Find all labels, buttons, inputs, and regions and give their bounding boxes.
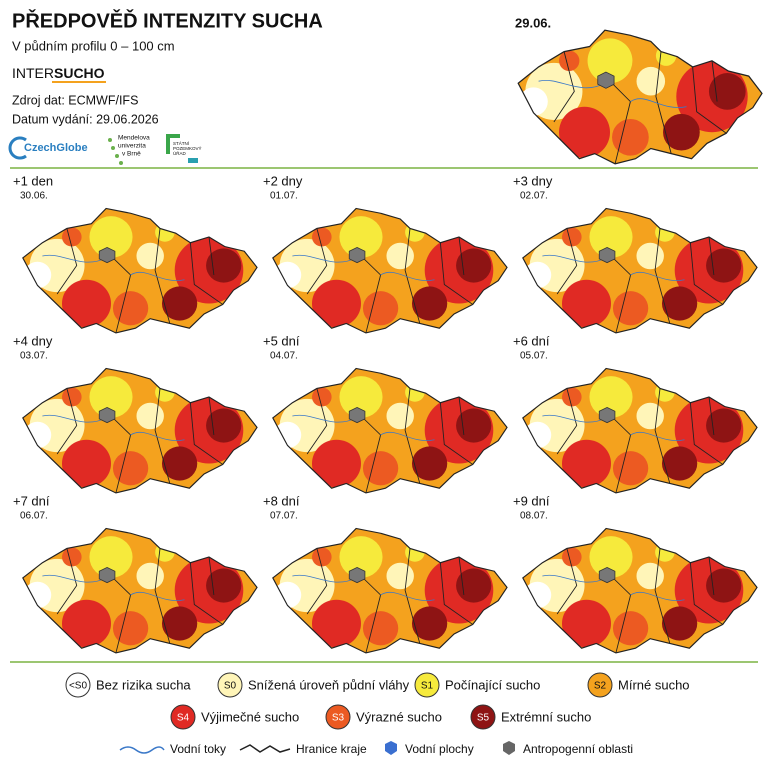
czechglobe-icon <box>8 136 27 160</box>
issued: Datum vydání: 29.06.2026 <box>12 112 159 126</box>
legend-swatch <box>470 704 496 730</box>
river-icon <box>119 746 165 754</box>
border-icon <box>239 744 291 753</box>
forecast-map <box>13 519 268 662</box>
logo-spu-1: STÁTNÍ <box>173 140 190 146</box>
legend-label: Extrémní sucho <box>501 709 591 724</box>
logo-czechglobe: CzechGlobe <box>24 142 88 154</box>
forecast-map <box>13 199 268 342</box>
legend-swatch <box>65 672 91 698</box>
source: Zdroj dat: ECMWF/IFS <box>12 93 138 107</box>
legend-swatch <box>325 704 351 730</box>
legend-swatch <box>414 672 440 698</box>
forecast-date: 05.07. <box>520 351 548 362</box>
forecast-label: +9 dní <box>513 493 550 508</box>
legend-label: Snížená úroveň půdní vláhy <box>248 677 410 692</box>
legend: <S0 Bez rizika sucha S0 Snížená úroveň půdn… <box>65 672 690 730</box>
current-date: 29.06. <box>515 15 551 30</box>
legend-label: Počínající sucho <box>445 677 540 692</box>
forecast-date: 08.07. <box>520 511 548 522</box>
forecast-label: +8 dní <box>263 493 300 508</box>
forecast-label: +7 dní <box>13 493 50 508</box>
forecast-map <box>263 199 518 342</box>
forecast-map <box>513 199 768 342</box>
logo-mendel-1: Mendelova <box>118 135 150 142</box>
logo-mendel-3: v Brně <box>122 151 141 158</box>
symbol-label: Vodní toky <box>170 742 226 756</box>
logo-mendel: Mendelova univerzita v Brně <box>108 135 150 165</box>
forecast-map <box>13 359 268 502</box>
forecast-date: 07.07. <box>270 511 298 522</box>
symbol-legend: Vodní toky Hranice kraje Vodní plochy An… <box>119 741 633 756</box>
title: PŘEDPOVĚĎ INTENZITY SUCHA <box>12 8 323 32</box>
legend-code: <S0 <box>69 681 88 692</box>
forecast-label: +6 dní <box>513 333 550 348</box>
symbol-label: Vodní plochy <box>405 742 474 756</box>
legend-code: S1 <box>421 681 434 692</box>
legend-label: Výjimečné sucho <box>201 709 299 724</box>
logo-spu-3: ÚŘAD <box>173 149 187 156</box>
legend-code: S5 <box>477 713 490 724</box>
legend-code: S0 <box>224 681 237 692</box>
forecast-map <box>263 359 518 502</box>
legend-code: S3 <box>332 713 345 724</box>
legend-label: Mírné sucho <box>618 677 690 692</box>
legend-swatch <box>170 704 196 730</box>
forecast-label: +4 dny <box>13 333 53 348</box>
subtitle: V půdním profilu 0 – 100 cm <box>12 38 175 53</box>
legend-code: S4 <box>177 713 190 724</box>
forecast-date: 30.06. <box>20 191 48 202</box>
forecast-map <box>513 359 768 502</box>
current-map <box>508 20 768 173</box>
forecast-date: 04.07. <box>270 351 298 362</box>
legend-label: Výrazné sucho <box>356 709 442 724</box>
forecast-date: 01.07. <box>270 191 298 202</box>
forecast-date: 06.07. <box>20 511 48 522</box>
legend-label: Bez rizika sucha <box>96 677 191 692</box>
forecast-label: +3 dny <box>513 173 553 188</box>
legend-swatch <box>587 672 613 698</box>
logo-spu-2: POZEMKOVÝ <box>173 145 202 151</box>
legend-code: S2 <box>594 681 607 692</box>
forecast-label: +2 dny <box>263 173 303 188</box>
brand: INTERSUCHO <box>12 65 105 81</box>
symbol-label: Hranice kraje <box>296 742 367 756</box>
symbol-label: Antropogenní oblasti <box>523 742 633 756</box>
legend-swatch <box>217 672 243 698</box>
brand-a: INTER <box>12 65 54 81</box>
brand-b: SUCHO <box>54 65 105 81</box>
forecast-date: 02.07. <box>520 191 548 202</box>
logo-spu: STÁTNÍ POZEMKOVÝ ÚŘAD <box>166 134 202 163</box>
forecast-map <box>513 519 768 662</box>
forecast-label: +5 dní <box>263 333 300 348</box>
forecast-map <box>263 519 518 662</box>
urban-icon <box>503 741 515 755</box>
forecast-date: 03.07. <box>20 351 48 362</box>
logo-mendel-2: univerzita <box>118 143 146 150</box>
forecast-grid: +1 den 30.06. +2 dny 01.07. +3 dny 02.07. +4 d… <box>13 173 768 661</box>
water-icon <box>385 741 397 755</box>
forecast-label: +1 den <box>13 173 53 188</box>
